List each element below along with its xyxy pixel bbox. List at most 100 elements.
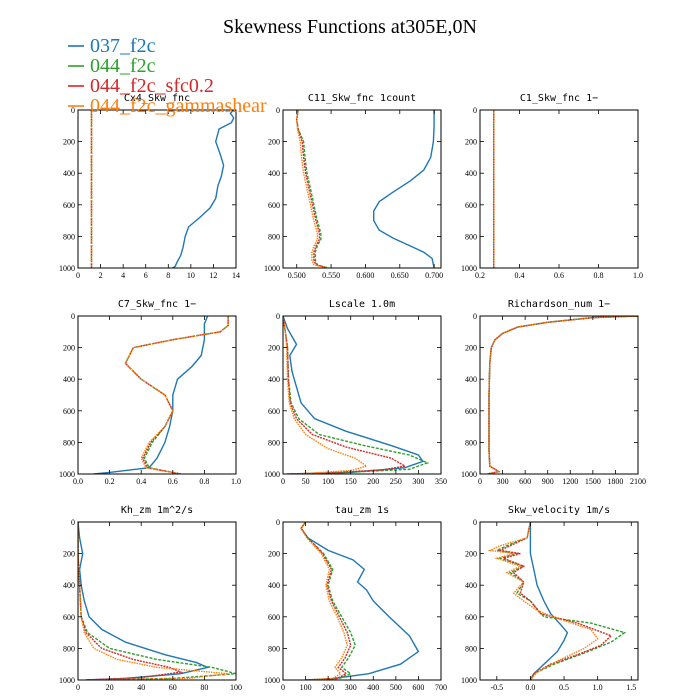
axes-frame (77, 521, 237, 681)
legend-label: 044_f2c (90, 55, 156, 77)
x-tick-label: 100 (322, 477, 334, 486)
y-tick-label: 200 (63, 344, 75, 353)
axes-frame (282, 521, 442, 681)
series-line-037-f2c (78, 522, 210, 680)
series-group (93, 316, 229, 474)
y-tick-label: 0 (276, 106, 280, 115)
series-group (295, 110, 435, 268)
x-tick-label: 0.550 (322, 271, 340, 280)
x-tick-label: 10 (187, 271, 195, 280)
y-tick-label: 800 (268, 644, 280, 653)
x-tick-label: 100 (300, 683, 312, 692)
x-tick-label: 0 (76, 683, 80, 692)
x-tick-label: 600 (412, 683, 424, 692)
x-tick-label: 40 (137, 683, 145, 692)
x-tick-label: 20 (106, 683, 114, 692)
y-tick-label: 1000 (59, 676, 75, 685)
panel-9: Skw_velocity 1m/s -0.5 0.0 0.5 1.0 1.5 0 200 400… (461, 505, 639, 692)
panel-title: C7_Skw_fnc 1− (118, 299, 196, 310)
panel-4: C7_Skw_fnc 1− 0.0 0.2 0.4 0.6 0.8 1.0 0 200 400 60… (59, 299, 241, 486)
y-tick-label: 600 (465, 613, 477, 622)
x-tick-label: 0.500 (288, 271, 306, 280)
legend-label: 044_f2c_sfc0.2 (90, 75, 214, 97)
x-tick-label: -0.5 (490, 683, 503, 692)
x-tick-label: 0.6 (168, 477, 178, 486)
y-tick-label: 600 (268, 613, 280, 622)
y-tick-label: 0 (473, 312, 477, 321)
y-tick-label: 0 (276, 312, 280, 321)
x-tick-label: 0.700 (425, 271, 443, 280)
x-tick-label: 8 (166, 271, 170, 280)
x-tick-label: 1.0 (633, 271, 643, 280)
series-line-044-f2c-gammashear (124, 316, 229, 474)
y-tick-label: 600 (63, 407, 75, 416)
axes-frame (282, 109, 442, 269)
y-tick-label: 200 (268, 344, 280, 353)
series-line-037-f2c (93, 316, 209, 474)
x-tick-label: 300 (497, 477, 509, 486)
panel-3: C1_Skw_fnc 1− 0.2 0.4 0.6 0.8 1.0 0 200 400 600 80… (461, 93, 643, 280)
y-tick-label: 0 (71, 518, 75, 527)
y-tick-label: 400 (465, 581, 477, 590)
panel-2: C11_Skw_fnc 1count 0.500 0.550 0.600 0.650 0.… (264, 93, 443, 280)
x-tick-label: 0.4 (515, 271, 525, 280)
x-tick-label: 0.8 (199, 477, 209, 486)
x-tick-label: 1500 (585, 477, 601, 486)
x-tick-label: 4 (121, 271, 125, 280)
series-group (90, 110, 235, 268)
y-tick-label: 400 (465, 375, 477, 384)
y-tick-label: 1000 (59, 470, 75, 479)
panel-title: C1_Skw_fnc 1− (520, 93, 598, 104)
x-tick-label: 1.5 (626, 683, 636, 692)
x-tick-label: 0 (281, 477, 285, 486)
panel-title: Richardson_num 1− (508, 299, 610, 310)
y-tick-label: 0 (276, 518, 280, 527)
x-tick-label: 0.0 (525, 683, 535, 692)
x-tick-label: 1.0 (231, 477, 241, 486)
series-line-044-f2c-gammashear (295, 110, 328, 268)
y-tick-label: 600 (465, 407, 477, 416)
x-tick-label: 150 (345, 477, 357, 486)
x-tick-label: 0.2 (105, 477, 115, 486)
panel-title: Cx4_Skw_fnc (124, 93, 190, 104)
y-tick-label: 800 (268, 438, 280, 447)
series-line-044-f2c (300, 522, 356, 680)
series-group (283, 316, 430, 474)
x-tick-label: 900 (542, 477, 554, 486)
y-tick-label: 800 (268, 232, 280, 241)
x-tick-label: 250 (390, 477, 402, 486)
series-line-044-f2c (295, 110, 328, 268)
x-tick-label: 60 (169, 683, 177, 692)
panel-title: Lscale 1.0m (329, 299, 395, 310)
x-tick-label: 300 (412, 477, 424, 486)
x-tick-label: 0.2 (475, 271, 485, 280)
series-line-044-f2c-sfc0-2 (295, 110, 328, 268)
series-line-037-f2c (529, 522, 569, 680)
x-tick-label: 0.8 (594, 271, 604, 280)
y-tick-label: 600 (465, 201, 477, 210)
panel-title: Kh_zm 1m^2/s (121, 505, 193, 516)
series-group (78, 522, 236, 680)
y-tick-label: 400 (63, 169, 75, 178)
y-tick-label: 800 (63, 644, 75, 653)
y-tick-label: 200 (268, 138, 280, 147)
series-line-044-f2c (78, 522, 236, 680)
axes-frame (479, 315, 639, 475)
x-tick-label: 6 (144, 271, 148, 280)
series-line-044-f2c-gammashear (78, 522, 229, 680)
series-group (487, 522, 627, 680)
x-tick-label: 2100 (630, 477, 646, 486)
series-line-044-f2c-sfc0-2 (300, 522, 352, 680)
y-tick-label: 0 (473, 106, 477, 115)
series-group (487, 316, 638, 474)
series-line-044-f2c-gammashear (487, 316, 638, 474)
y-tick-label: 200 (465, 550, 477, 559)
x-tick-label: 1200 (562, 477, 578, 486)
y-tick-label: 200 (465, 344, 477, 353)
y-tick-label: 1000 (461, 264, 477, 273)
series-line-044-f2c-sfc0-2 (283, 316, 407, 474)
y-tick-label: 1000 (461, 676, 477, 685)
y-tick-label: 800 (465, 232, 477, 241)
y-tick-label: 800 (465, 644, 477, 653)
